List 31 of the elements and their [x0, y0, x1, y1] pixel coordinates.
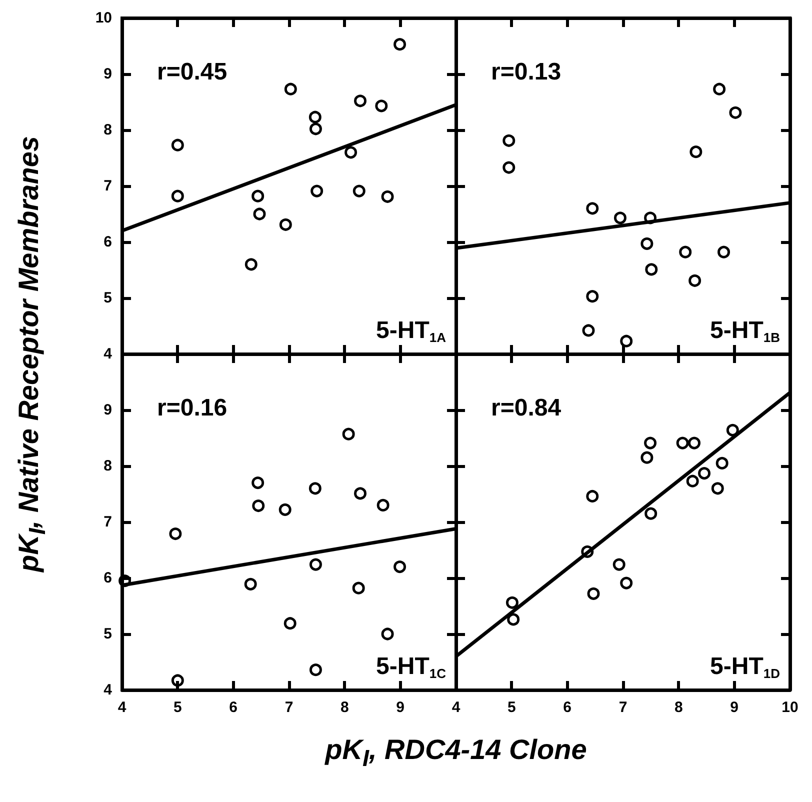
- y-tick-label: 4: [104, 682, 113, 698]
- x-tick-label: 7: [284, 699, 294, 716]
- x-tick-label: 5: [507, 699, 516, 716]
- annotation: r=0.16: [157, 394, 228, 422]
- y-tick-label: 4: [104, 346, 113, 362]
- y-tick-label: 9: [104, 402, 112, 418]
- y-tick-label: 9: [104, 66, 112, 82]
- y-tick-label: 6: [104, 570, 112, 586]
- y-tick-label: 8: [104, 458, 112, 474]
- y-tick-label: 10: [95, 10, 112, 26]
- x-tick-label: 9: [730, 699, 739, 716]
- x-tick-label: 8: [340, 699, 349, 716]
- x-tick-label: 6: [229, 699, 238, 716]
- annotation: r=0.45: [157, 58, 228, 86]
- y-tick-label: 5: [104, 626, 112, 642]
- x-axis-title: pK$_{I}$, RDC4-14 Clone: [325, 734, 587, 772]
- y-tick-label: 6: [104, 234, 112, 250]
- x-tick-label: 5: [173, 699, 182, 716]
- x-tick-label: 4: [452, 699, 461, 716]
- y-tick-label: 5: [104, 290, 112, 306]
- y-tick-label: 7: [104, 514, 112, 530]
- y-tick-label: 7: [104, 178, 112, 194]
- x-tick-label: 6: [563, 699, 572, 716]
- x-tick-label: 8: [674, 699, 683, 716]
- x-tick-label: 7: [618, 699, 628, 716]
- annotation: r=0.13: [491, 58, 562, 86]
- x-tick-label: 10: [782, 699, 798, 716]
- y-tick-label: 8: [104, 122, 112, 138]
- x-tick-label: 9: [396, 699, 405, 716]
- annotation: r=0.84: [491, 394, 562, 422]
- x-tick-label: 4: [118, 699, 127, 716]
